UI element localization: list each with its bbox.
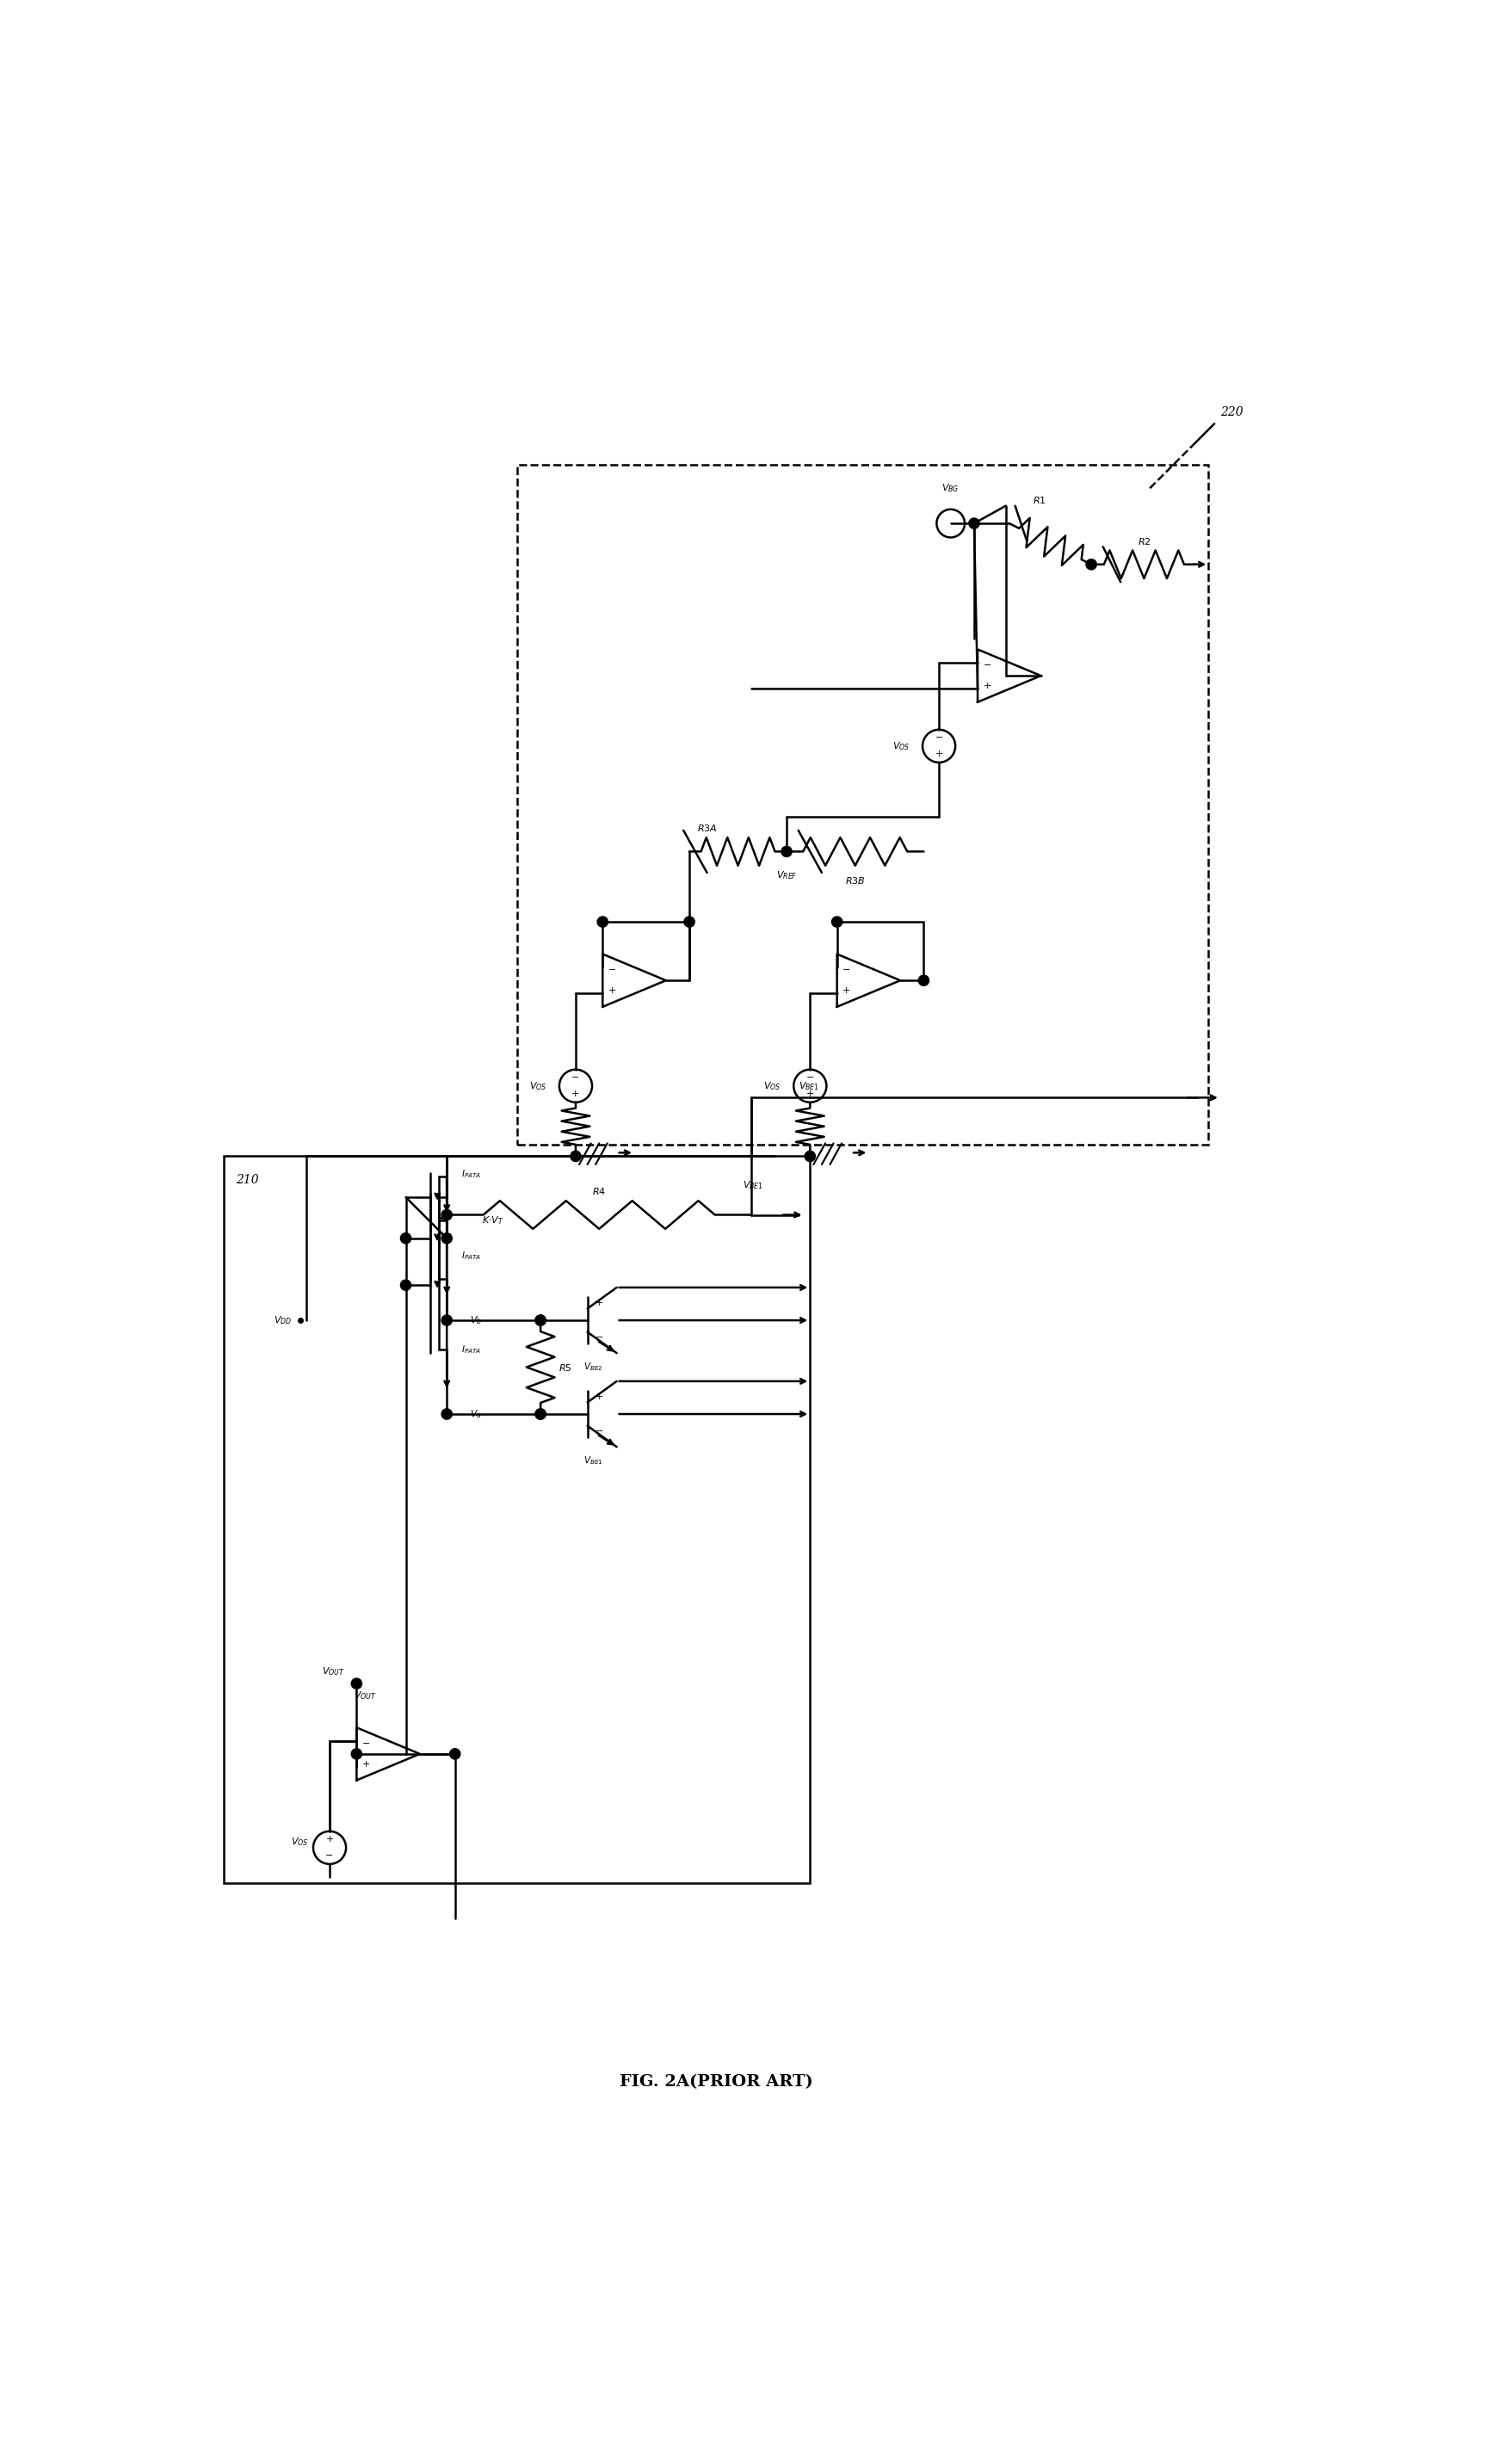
Circle shape xyxy=(597,917,608,927)
Circle shape xyxy=(401,1280,411,1290)
Text: $I_{PATA}$: $I_{PATA}$ xyxy=(461,1251,481,1263)
Circle shape xyxy=(351,1748,361,1758)
Text: $I_{PATA}$: $I_{PATA}$ xyxy=(461,1344,481,1356)
Circle shape xyxy=(1086,559,1096,569)
Circle shape xyxy=(442,1314,452,1327)
Text: $V_{OS}$: $V_{OS}$ xyxy=(764,1079,780,1091)
Text: +: + xyxy=(842,986,851,996)
Text: $V_{BE1}$: $V_{BE1}$ xyxy=(742,1179,764,1192)
Text: $V_{OS}$: $V_{OS}$ xyxy=(892,741,910,753)
Text: $V_{REF}$: $V_{REF}$ xyxy=(776,868,797,880)
Text: −: − xyxy=(806,1074,813,1081)
Text: 210: 210 xyxy=(236,1175,259,1187)
Text: $R3A$: $R3A$ xyxy=(697,824,717,834)
Text: +: + xyxy=(934,750,943,758)
Text: $R5$: $R5$ xyxy=(558,1361,572,1373)
Text: $K{\cdot}V_T$: $K{\cdot}V_T$ xyxy=(482,1214,503,1226)
Text: +: + xyxy=(361,1761,370,1768)
Text: $V_{OUT}$: $V_{OUT}$ xyxy=(354,1689,376,1702)
Circle shape xyxy=(969,517,980,530)
Text: $V_{OS}$: $V_{OS}$ xyxy=(529,1079,546,1091)
Circle shape xyxy=(449,1748,460,1758)
Text: −: − xyxy=(325,1851,334,1861)
Text: +: + xyxy=(983,682,992,691)
Text: −: − xyxy=(596,1427,603,1437)
Text: $V_b$: $V_b$ xyxy=(470,1314,482,1327)
Text: −: − xyxy=(596,1334,603,1341)
Circle shape xyxy=(570,1150,581,1162)
Text: $V_{BE1}$: $V_{BE1}$ xyxy=(584,1454,603,1466)
Circle shape xyxy=(535,1314,546,1327)
Text: $V_{OUT}$: $V_{OUT}$ xyxy=(322,1665,345,1677)
Text: 220: 220 xyxy=(1220,407,1243,417)
Text: +: + xyxy=(608,986,617,996)
Text: +: + xyxy=(596,1300,603,1307)
Text: $V_{BE1}$: $V_{BE1}$ xyxy=(798,1079,820,1091)
Circle shape xyxy=(535,1410,546,1420)
Text: $V_a$: $V_a$ xyxy=(470,1407,482,1420)
Text: $R3B$: $R3B$ xyxy=(845,875,865,885)
Text: −: − xyxy=(361,1738,370,1748)
Text: −: − xyxy=(842,966,851,973)
Circle shape xyxy=(442,1410,452,1420)
Text: $V_{BG}$: $V_{BG}$ xyxy=(942,483,960,495)
Circle shape xyxy=(683,917,694,927)
Circle shape xyxy=(804,1150,815,1162)
Text: $V_{DD}$: $V_{DD}$ xyxy=(274,1314,292,1327)
Circle shape xyxy=(918,976,928,986)
Bar xyxy=(224,1157,810,1883)
Text: $V_{OS}$: $V_{OS}$ xyxy=(290,1837,308,1849)
Text: −: − xyxy=(608,966,617,973)
Circle shape xyxy=(442,1209,452,1221)
Text: +: + xyxy=(806,1089,813,1098)
Circle shape xyxy=(535,1314,546,1327)
Text: $R2$: $R2$ xyxy=(1137,537,1151,547)
Text: FIG. 2A(PRIOR ART): FIG. 2A(PRIOR ART) xyxy=(620,2074,813,2089)
Text: $V_{BE2}$: $V_{BE2}$ xyxy=(584,1361,603,1373)
Text: +: + xyxy=(596,1393,603,1400)
Text: +: + xyxy=(572,1089,579,1098)
Text: −: − xyxy=(934,733,943,743)
Text: $R4$: $R4$ xyxy=(593,1187,606,1197)
Circle shape xyxy=(535,1410,546,1420)
Circle shape xyxy=(401,1233,411,1243)
Text: +: + xyxy=(325,1834,334,1844)
Text: −: − xyxy=(572,1074,579,1081)
Circle shape xyxy=(832,917,842,927)
Bar xyxy=(517,466,1208,1145)
Text: $R1$: $R1$ xyxy=(1033,495,1046,505)
Text: −: − xyxy=(983,662,992,669)
Circle shape xyxy=(782,846,792,856)
Text: $I_{PATA}$: $I_{PATA}$ xyxy=(461,1167,481,1179)
Circle shape xyxy=(442,1233,452,1243)
Circle shape xyxy=(351,1677,361,1689)
